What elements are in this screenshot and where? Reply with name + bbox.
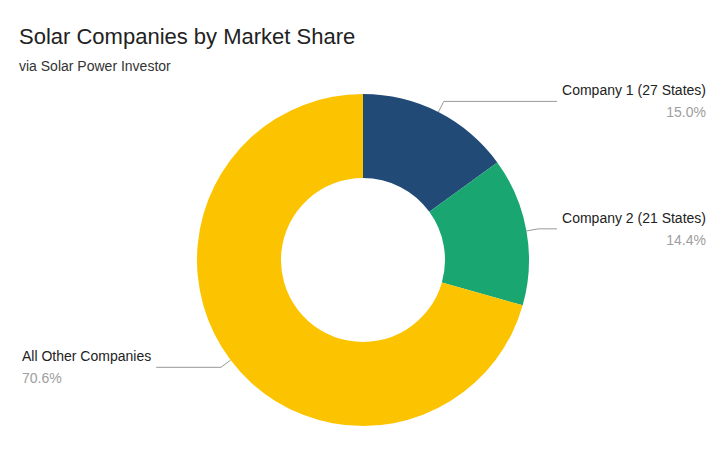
svg-text:Solar Companies by Market Shar: Solar Companies by Market Share xyxy=(19,24,355,49)
svg-text:70.6%: 70.6% xyxy=(22,370,62,386)
svg-text:Company 1 (27 States): Company 1 (27 States) xyxy=(562,82,706,98)
svg-text:15.0%: 15.0% xyxy=(666,104,706,120)
svg-text:All Other Companies: All Other Companies xyxy=(22,348,151,364)
svg-text:14.4%: 14.4% xyxy=(666,232,706,248)
svg-text:via Solar Power Investor: via Solar Power Investor xyxy=(19,58,171,74)
svg-text:Company 2 (21 States): Company 2 (21 States) xyxy=(562,210,706,226)
